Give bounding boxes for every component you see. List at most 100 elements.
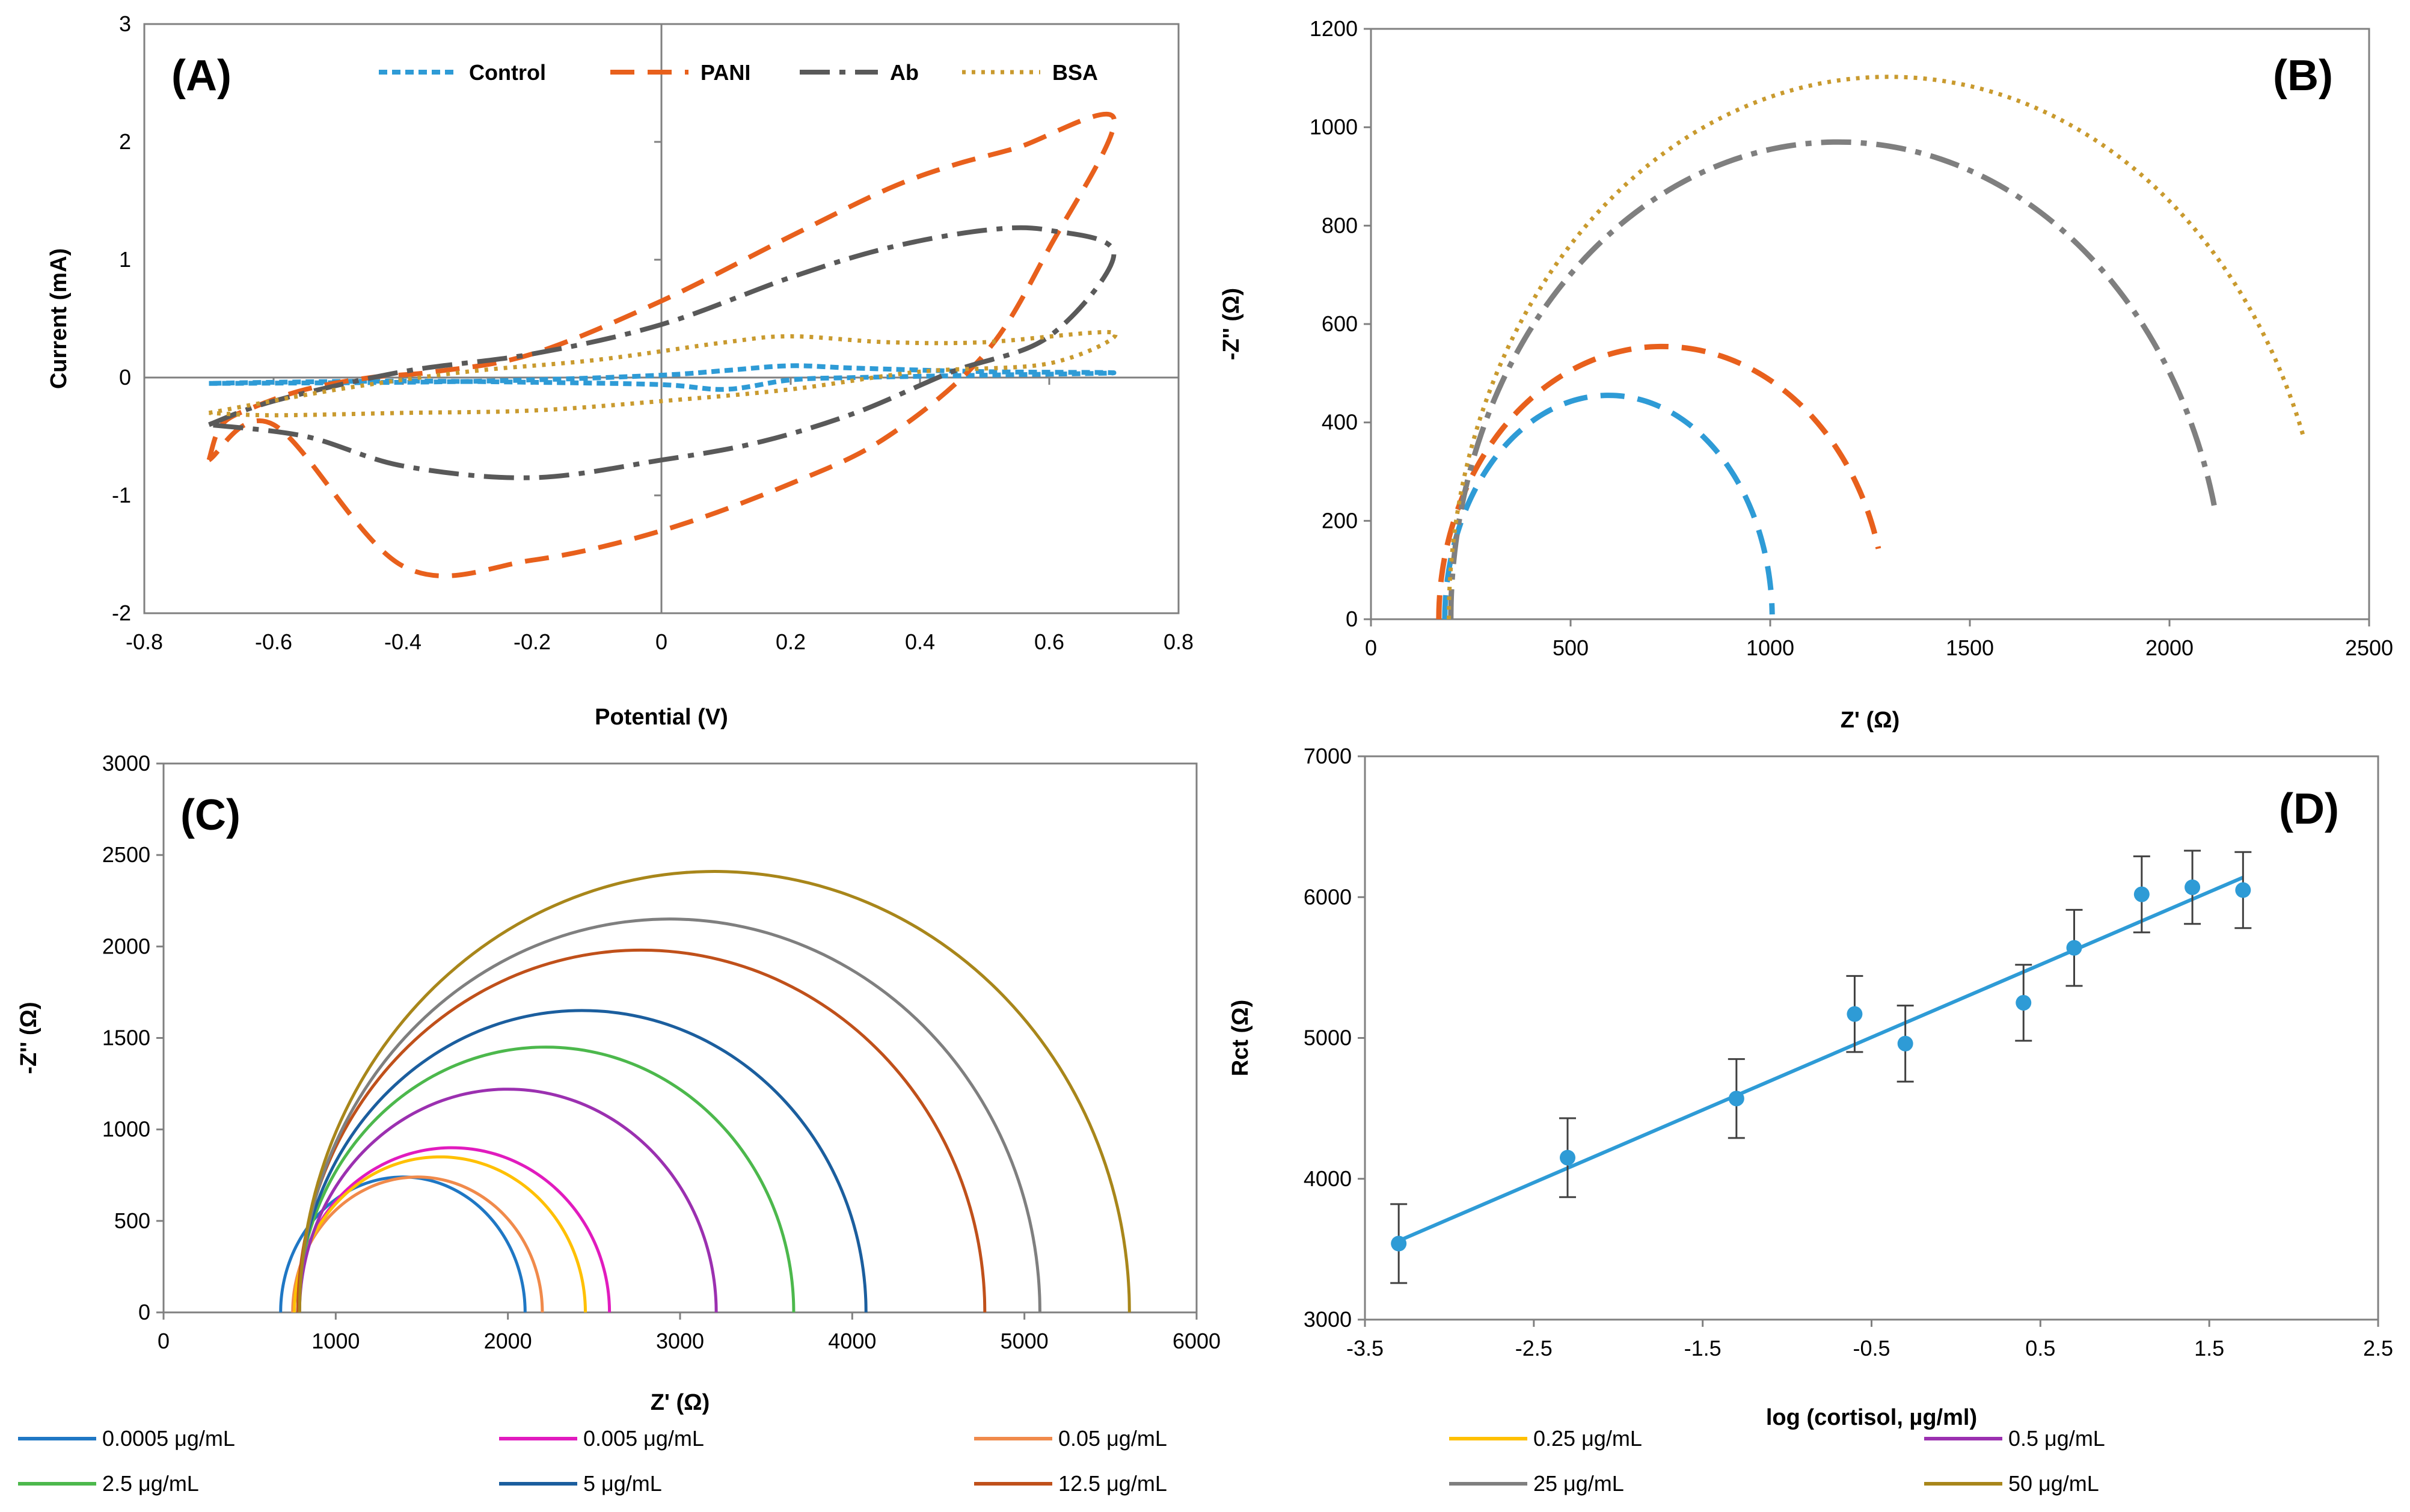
series-line (296, 1009, 868, 1313)
fit-line (1397, 875, 2244, 1243)
x-tick-label: 2500 (2345, 635, 2393, 660)
y-tick-label: 2 (119, 129, 131, 154)
series-line-pani (206, 111, 1117, 578)
data-point (1560, 1149, 1575, 1166)
y-axis-title: -Z'' (Ω) (1219, 288, 1244, 360)
legend-label: 0.005 μg/mL (583, 1426, 704, 1451)
y-tick-label: 7000 (1304, 744, 1352, 768)
y-tick-label: 0 (138, 1300, 150, 1324)
y-tick-label: 0 (119, 365, 131, 390)
y-tick-label: 3000 (102, 751, 150, 776)
panel-label: (C) (180, 791, 241, 839)
x-tick-label: 0.5 (2025, 1336, 2055, 1360)
x-tick-label: 0.4 (905, 629, 935, 654)
x-tick-label: -0.2 (514, 629, 551, 654)
y-tick-label: 1 (119, 247, 131, 272)
y-tick-label: 800 (1322, 213, 1358, 237)
x-tick-label: 0 (655, 629, 667, 654)
x-axis-title: log (cortisol, µg/ml) (1766, 1405, 1977, 1430)
legend-label: 0.5 μg/mL (2008, 1426, 2105, 1451)
x-tick-label: 2000 (484, 1329, 532, 1353)
x-tick-label: 0 (1365, 635, 1377, 660)
legend-label: 0.25 μg/mL (1533, 1426, 1642, 1451)
x-tick-label: -0.6 (255, 629, 292, 654)
y-tick-label: 3 (119, 11, 131, 36)
series-line-control (1442, 393, 1775, 620)
legend-label: 50 μg/mL (2008, 1471, 2099, 1496)
legend-label: 12.5 μg/mL (1058, 1471, 1167, 1496)
legend-label: BSA (1052, 60, 1098, 85)
y-tick-label: 1000 (1310, 115, 1358, 139)
x-tick-label: 3000 (656, 1329, 704, 1353)
x-tick-label: 0.6 (1034, 629, 1064, 654)
y-tick-label: 1200 (1310, 16, 1358, 41)
x-tick-label: 0 (158, 1329, 170, 1353)
series-line (296, 948, 987, 1313)
panel-b: 0 500 1000 1500 2000 2500 0 200 400 600 800 1000 120… (1219, 16, 2393, 733)
data-point (1391, 1235, 1407, 1252)
y-tick-label: 2000 (102, 934, 150, 958)
x-tick-label: -2.5 (1515, 1336, 1553, 1360)
y-tick-label: 500 (114, 1208, 150, 1233)
data-point (1897, 1035, 1913, 1051)
series-line-ab (1448, 139, 2219, 620)
data-point (2185, 879, 2201, 895)
legend-label: 2.5 μg/mL (102, 1471, 199, 1496)
legend-label: 0.0005 μg/mL (102, 1426, 235, 1451)
panel-c-legend: 0.0005 μg/mL 0.005 μg/mL 0.05 μg/mL 0.25 μg… (18, 1426, 2105, 1496)
y-tick-label: -1 (112, 483, 131, 507)
data-point (1728, 1091, 1744, 1107)
x-tick-label: 1.5 (2194, 1336, 2224, 1360)
data-point (2235, 882, 2251, 898)
y-tick-label: 2500 (102, 842, 150, 867)
y-axis-title: -Z'' (Ω) (16, 1002, 41, 1074)
y-tick-label: 200 (1322, 508, 1358, 533)
series-line-bsa (208, 329, 1118, 418)
data-point (2133, 886, 2150, 902)
legend-label: 5 μg/mL (583, 1471, 662, 1496)
panel-label: (D) (2279, 785, 2339, 833)
y-tick-label: 400 (1322, 410, 1358, 435)
panel-a: -0.8 -0.6 -0.4 -0.2 0 0.2 0.4 0.6 0.8 -2 -1 0 1 2 3 Pot… (46, 11, 1194, 730)
x-tick-label: -0.4 (384, 629, 422, 654)
series-line-control (209, 363, 1117, 392)
x-tick-label: 5000 (1001, 1329, 1049, 1353)
legend-label: 0.05 μg/mL (1058, 1426, 1167, 1451)
x-tick-label: 1000 (311, 1329, 360, 1353)
y-tick-label: 6000 (1304, 884, 1352, 909)
x-tick-label: 0.2 (776, 629, 806, 654)
x-tick-label: -3.5 (1346, 1336, 1384, 1360)
data-point (1847, 1006, 1863, 1022)
x-tick-label: 1000 (1746, 635, 1794, 660)
x-tick-label: 4000 (828, 1329, 876, 1353)
x-axis-title: Z' (Ω) (651, 1390, 710, 1415)
x-tick-label: 2000 (2145, 635, 2194, 660)
x-tick-label: -1.5 (1684, 1336, 1722, 1360)
panel-label: (A) (171, 52, 231, 100)
x-tick-label: 2.5 (2363, 1336, 2393, 1360)
x-tick-label: 0.8 (1164, 629, 1194, 654)
panel-label: (B) (2273, 52, 2333, 100)
x-tick-label: -0.8 (126, 629, 163, 654)
series-line (298, 1088, 718, 1313)
legend-label: 25 μg/mL (1533, 1471, 1624, 1496)
panel-d: -3.5 -2.5 -1.5 -0.5 0.5 1.5 2.5 3000 4000 5000 600… (1228, 744, 2393, 1430)
series-line (298, 870, 1131, 1313)
data-point (2016, 994, 2032, 1011)
panel-c: 0 1000 2000 3000 4000 5000 6000 0 500 1000 1500 200… (16, 751, 1221, 1415)
x-tick-label: 6000 (1173, 1329, 1221, 1353)
y-tick-label: 1000 (102, 1117, 150, 1142)
legend-label: Control (469, 60, 546, 85)
x-axis-title: Potential (V) (595, 705, 728, 730)
x-tick-label: 1500 (1946, 635, 1994, 660)
series-line-ab (208, 225, 1117, 480)
series-line (296, 1045, 796, 1313)
legend-label: Ab (890, 60, 919, 85)
y-tick-label: -2 (112, 601, 131, 625)
y-axis-title: Rct (Ω) (1228, 1000, 1253, 1077)
y-tick-label: 1500 (102, 1026, 150, 1050)
data-point (2066, 940, 2082, 956)
x-tick-label: -0.5 (1853, 1336, 1890, 1360)
series-line-bsa (1446, 75, 2306, 620)
